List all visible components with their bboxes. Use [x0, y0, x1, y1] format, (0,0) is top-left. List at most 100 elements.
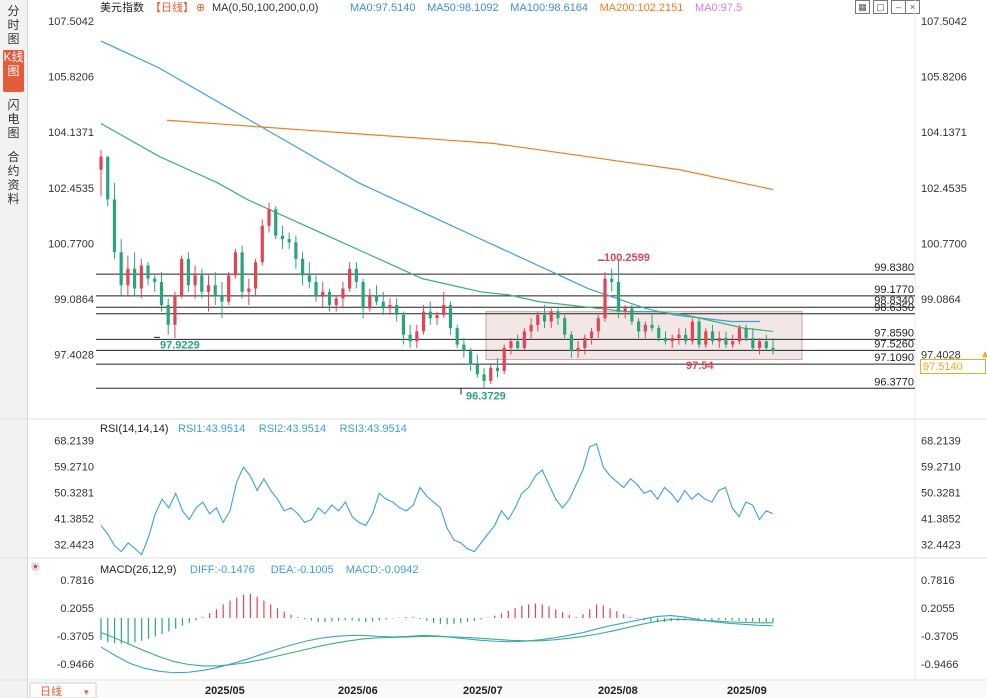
price-tick-right: 97.4028	[921, 349, 961, 361]
candle-body	[516, 341, 520, 348]
candle-body	[354, 268, 358, 282]
candle-body	[610, 278, 614, 282]
date-tick: 2025/06	[338, 685, 378, 697]
candle-body	[710, 331, 715, 342]
macd-tick-left: 0.7816	[60, 575, 94, 587]
candle-body	[583, 338, 587, 348]
price-tick-left: 105.8206	[48, 72, 94, 84]
macd-settings-icon: ☀	[30, 560, 41, 574]
candle-body	[368, 295, 372, 309]
candle-body	[180, 258, 184, 296]
candle-body	[421, 311, 426, 332]
candle-body	[596, 318, 600, 332]
tab-k-line-chart[interactable]: K线图	[3, 50, 24, 92]
candle-body	[670, 338, 674, 342]
candle-body	[247, 288, 251, 292]
close-icon[interactable]: ×	[905, 0, 920, 14]
rsi-tick-left: 41.3852	[54, 513, 94, 525]
period-selector[interactable]: 日线	[40, 684, 62, 698]
settings-icon[interactable]: ▦	[855, 0, 870, 14]
candle-body	[731, 341, 735, 345]
x-axis-bar	[28, 681, 987, 698]
ma200-line	[166, 119, 774, 191]
candle-body	[186, 258, 190, 286]
candle-body	[717, 338, 721, 342]
price-tick-right: 105.8206	[921, 72, 967, 84]
candle-body	[267, 209, 271, 226]
candle-body	[569, 334, 573, 352]
tab-flash-chart[interactable]: 闪电图	[7, 98, 20, 140]
candle-body	[213, 285, 217, 296]
candle-body	[623, 308, 627, 312]
tab-time-chart[interactable]: 分时图	[7, 4, 20, 46]
price-tick-right: 100.7700	[921, 238, 967, 250]
candle-body	[576, 347, 580, 352]
date-tick: 2025/05	[205, 685, 245, 697]
candle-body	[106, 156, 110, 200]
macd-legend-item: MACD:-0.0942	[346, 564, 419, 576]
price-tick-left: 107.5042	[48, 16, 94, 28]
ma-legend-item: MA0:97.5	[695, 2, 742, 14]
candle-body	[314, 281, 318, 296]
candle-body	[361, 281, 365, 309]
macd-title: MACD(26,12,9)	[100, 564, 176, 576]
candle-body	[529, 324, 533, 332]
rsi-tick-right: 68.2139	[921, 435, 961, 447]
macd-legend-item: DEA:-0.1005	[271, 564, 334, 576]
candle-body	[374, 295, 379, 302]
candle-body	[542, 314, 547, 322]
candle-body	[757, 341, 762, 348]
rsi-tick-right: 32.4423	[921, 540, 961, 552]
ma-legend-item: MA0:97.5140	[350, 2, 415, 14]
ma-legend-item: MA50:98.1092	[427, 2, 499, 14]
level-label: 97.8590	[874, 327, 914, 339]
ma-legend-item: MA100:98.6164	[510, 2, 588, 14]
candle-body	[220, 295, 224, 302]
rsi-tick-right: 41.3852	[921, 513, 961, 525]
candle-body	[697, 321, 701, 345]
sidebar: 分时图 K线图 闪电图 合约资料	[0, 0, 28, 698]
rsi-legend-item: RSI3:43.9514	[340, 423, 407, 435]
current-price-tag: 97.5140	[920, 359, 986, 374]
dea-line	[100, 618, 773, 667]
candle-body	[173, 295, 177, 325]
candle-body	[522, 331, 526, 348]
price-tick-right: 104.1371	[921, 127, 967, 139]
candle-body	[240, 252, 244, 292]
candle-body	[274, 209, 278, 236]
macd-tick-right: -0.3705	[921, 631, 958, 643]
candle-body	[495, 367, 500, 372]
price-tick-right: 102.4535	[921, 183, 967, 195]
header-toggle-icon: ⊕	[196, 2, 205, 14]
candle-body	[690, 321, 694, 342]
price-tick-right: 107.5042	[921, 16, 967, 28]
candle-body	[643, 324, 647, 332]
macd-tick-left: -0.9466	[57, 659, 94, 671]
price-tick-left: 99.0864	[54, 294, 94, 306]
macd-tick-left: -0.3705	[57, 631, 94, 643]
rsi-tick-left: 68.2139	[54, 435, 94, 447]
header-period: 【日线】	[150, 0, 194, 14]
candle-body	[307, 275, 311, 282]
candle-body	[253, 262, 258, 289]
candle-body	[764, 341, 768, 348]
price-tick-right: 99.0864	[921, 294, 961, 306]
rsi-legend-item: RSI2:43.9514	[259, 423, 326, 435]
candle-body	[455, 328, 459, 345]
level-label: 97.5260	[874, 338, 914, 350]
rsi-tick-right: 59.2710	[921, 461, 961, 473]
chevron-down-icon: ▾	[84, 687, 89, 697]
candle-body	[469, 351, 473, 365]
candle-body	[536, 314, 540, 325]
tab-contract-info[interactable]: 合约资料	[7, 150, 20, 206]
candle-body	[341, 288, 345, 299]
candle-body	[563, 318, 567, 335]
candle-body	[415, 331, 419, 342]
candle-body	[556, 311, 560, 319]
candle-body	[200, 275, 204, 292]
fullscreen-icon[interactable]: ▢	[873, 0, 888, 14]
candle-body	[435, 314, 439, 319]
candle-body	[724, 338, 728, 345]
candle-body	[637, 321, 641, 332]
